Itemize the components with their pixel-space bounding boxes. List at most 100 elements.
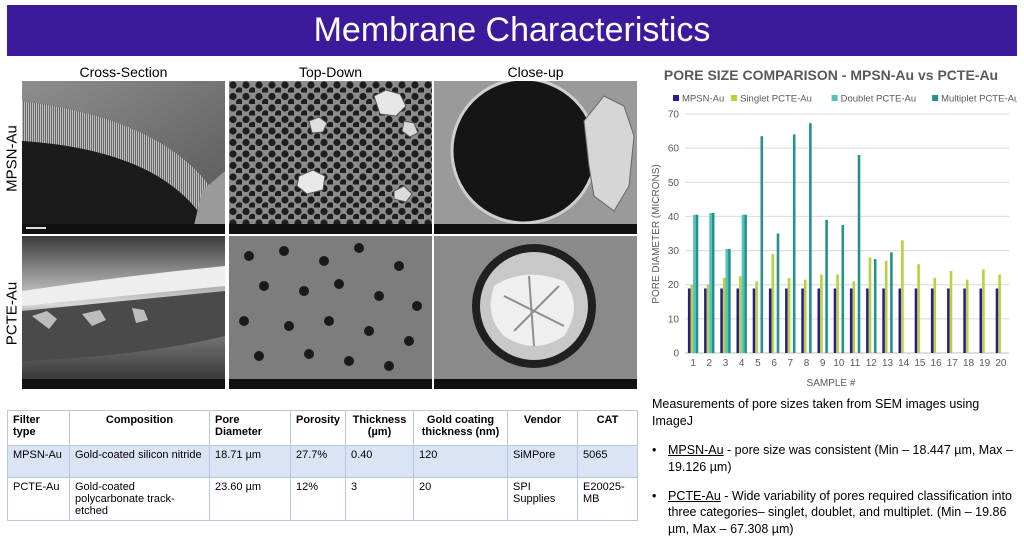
bar: [890, 252, 893, 353]
y-tick-label: 40: [668, 212, 680, 223]
bar: [852, 281, 856, 353]
bar: [930, 288, 934, 353]
bar: [771, 253, 775, 353]
table-cell: E20025-MB: [577, 477, 639, 521]
table-cell: 3: [345, 477, 415, 521]
bar: [725, 248, 729, 353]
bar: [866, 288, 869, 353]
bar: [849, 288, 853, 353]
table-header-row: Filter type Composition Pore Diameter Po…: [7, 410, 639, 446]
bar: [706, 284, 710, 353]
chart-bars: [687, 123, 1001, 353]
bar: [736, 288, 740, 353]
y-tick-label: 0: [673, 349, 679, 360]
x-tick-label: 19: [979, 358, 991, 369]
bar: [741, 214, 745, 353]
x-tick-label: 20: [995, 358, 1007, 369]
x-tick-label: 18: [963, 358, 975, 369]
bar: [695, 214, 699, 353]
x-tick-label: 2: [707, 358, 713, 369]
bar: [901, 240, 904, 353]
note-term: MPSN-Au: [668, 442, 724, 457]
bar: [963, 288, 966, 353]
x-tick-label: 1: [690, 358, 696, 369]
bar: [809, 123, 812, 353]
x-tick-label: 10: [833, 358, 845, 369]
bar: [882, 288, 885, 353]
bar: [836, 274, 839, 353]
bar: [841, 224, 845, 353]
bar: [704, 288, 707, 353]
table-cell: 5065: [577, 445, 639, 478]
bar: [857, 154, 861, 353]
table-header-cell: Filter type: [7, 410, 70, 446]
table-cell: 0.40: [345, 445, 415, 478]
column-header-close-up: Close-up: [507, 64, 564, 80]
bar: [709, 213, 712, 353]
x-tick-label: 3: [723, 358, 729, 369]
table-header-cell: Porosity: [289, 410, 347, 446]
bar: [803, 279, 807, 353]
sem-image-mpsn-top-down: [229, 81, 432, 234]
table-cell: 18.71 µm: [209, 445, 291, 478]
legend-swatch: [831, 95, 838, 101]
column-header-cross-section: Cross-Section: [79, 64, 168, 80]
bar: [979, 288, 983, 353]
bar: [917, 264, 920, 353]
table-row: PCTE-Au Gold-coated polycarbonate track-…: [7, 477, 639, 521]
table-cell: 23.60 µm: [209, 477, 291, 521]
legend-swatch: [932, 95, 939, 101]
note-item: MPSN-Au - pore size was consistent (Min …: [652, 442, 1022, 476]
x-tick-label: 15: [914, 358, 926, 369]
bar: [744, 214, 747, 353]
table-header-cell: Thickness (µm): [345, 410, 415, 446]
note-text: - pore size was consistent (Min – 18.447…: [668, 442, 1013, 474]
table-cell: 27.7%: [289, 445, 347, 478]
y-tick-label: 50: [668, 178, 680, 189]
y-tick-label: 10: [668, 314, 680, 325]
bar: [817, 288, 821, 353]
bar: [720, 288, 723, 353]
membrane-properties-table: Filter type Composition Pore Diameter Po…: [7, 410, 639, 521]
x-tick-label: 6: [771, 358, 777, 369]
legend-label: Multiplet PCTE-Au: [941, 94, 1017, 105]
table-cell: 20: [413, 477, 509, 521]
chart-legend: MPSN-Au Singlet PCTE-Au Doublet PCTE-Au Mul…: [673, 94, 1017, 105]
bar: [739, 276, 742, 353]
x-tick-label: 16: [931, 358, 943, 369]
table-header-cell: Pore Diameter: [209, 410, 291, 446]
y-tick-label: 70: [668, 110, 680, 121]
legend-swatch: [731, 95, 738, 101]
sem-image-pcte-top-down: [229, 236, 432, 389]
table-cell: Gold-coated polycarbonate track-etched: [69, 477, 210, 521]
bar: [768, 288, 772, 353]
table-header-cell: Gold coating thickness (nm): [413, 410, 509, 446]
measurement-notes: Measurements of pore sizes taken from SE…: [652, 396, 1022, 550]
x-tick-label: 13: [882, 358, 894, 369]
bar: [949, 271, 953, 353]
bar: [965, 279, 969, 353]
x-axis-label: SAMPLE #: [807, 378, 856, 389]
bar: [801, 288, 804, 353]
row-header-mpsn: MPSN-Au: [3, 125, 21, 192]
banner: Membrane Characteristics: [7, 5, 1017, 56]
page-title: Membrane Characteristics: [313, 11, 711, 49]
table-header-cell: CAT: [577, 410, 639, 446]
table-cell: SPI Supplies: [507, 477, 579, 521]
bar: [690, 284, 694, 353]
y-tick-label: 20: [668, 280, 680, 291]
bar: [752, 288, 756, 353]
bar: [722, 277, 726, 353]
sem-image-mpsn-close-up: [434, 81, 637, 234]
row-header-pcte: PCTE-Au: [3, 281, 21, 346]
bar: [982, 269, 985, 353]
table-cell: SiMPore: [507, 445, 579, 478]
legend-swatch: [673, 95, 679, 101]
x-tick-label: 4: [739, 358, 745, 369]
legend-label: Singlet PCTE-Au: [740, 94, 812, 105]
x-tick-label: 8: [804, 358, 810, 369]
table-cell: PCTE-Au: [7, 477, 70, 521]
bar: [785, 288, 788, 353]
bar: [884, 260, 888, 353]
y-tick-label: 60: [668, 144, 680, 155]
